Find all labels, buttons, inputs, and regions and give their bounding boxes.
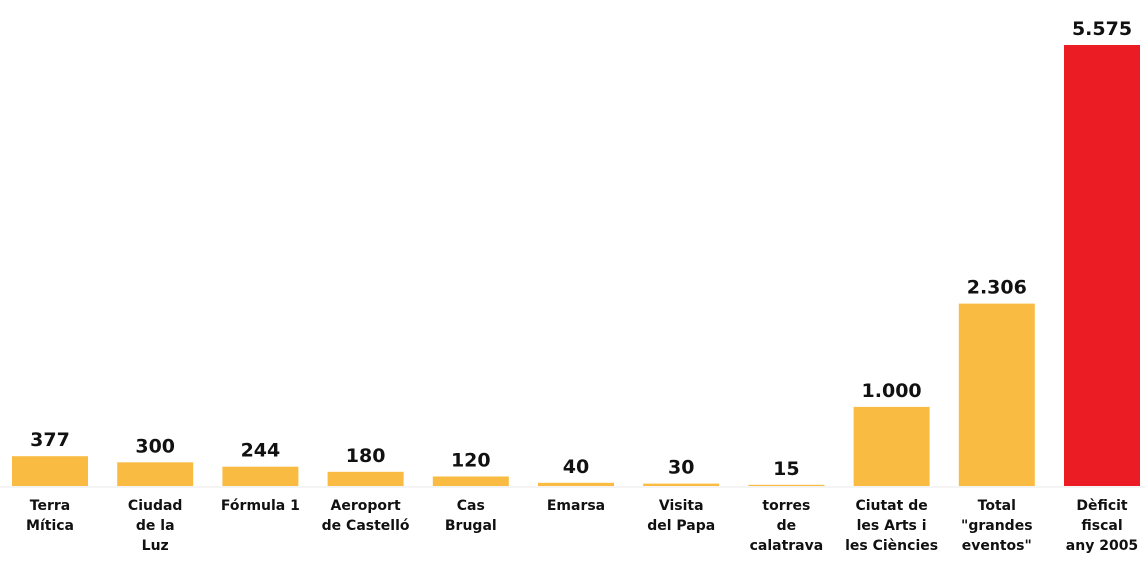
- bar-1: [117, 462, 194, 486]
- bars-group: [12, 45, 1140, 486]
- category-label-1-line-0: Ciudad: [128, 498, 183, 514]
- category-label-0-line-1: Mítica: [26, 518, 74, 534]
- category-label-9-line-1: "grandes: [961, 518, 1032, 534]
- category-label-6: Visita del Papa: [647, 498, 715, 534]
- category-label-3-line-1: de Castelló: [322, 518, 410, 534]
- value-label-3: 180: [346, 445, 386, 467]
- category-label-10-line-2: any 2005: [1066, 538, 1138, 554]
- bar-7: [748, 484, 825, 486]
- category-label-2-line-0: Fórmula 1: [221, 498, 300, 514]
- category-label-0-line-0: Terra: [30, 498, 70, 514]
- value-label-7: 15: [773, 458, 799, 480]
- value-label-0: 377: [30, 429, 70, 451]
- category-label-9-line-0: Total: [978, 498, 1016, 514]
- category-label-7: torres de calatrava: [750, 498, 824, 554]
- value-label-2: 244: [241, 440, 281, 462]
- category-label-2: Fórmula 1: [221, 498, 300, 514]
- category-label-8: Ciutat de les Arts i les Ciències: [845, 498, 938, 554]
- value-label-6: 30: [668, 457, 694, 479]
- category-label-3: Aeroport de Castelló: [322, 498, 410, 534]
- value-label-5: 40: [563, 456, 589, 478]
- category-label-7-line-2: calatrava: [750, 538, 824, 554]
- category-labels-group: Terra Mítica Ciudad de la Luz Fórmula 1 Aeropo…: [26, 498, 1138, 554]
- bar-3: [327, 471, 404, 486]
- bar-8: [853, 406, 930, 486]
- category-label-3-line-0: Aeroport: [331, 498, 401, 514]
- category-label-10-line-0: Dèficit: [1076, 498, 1128, 514]
- category-label-8-line-2: les Ciències: [845, 538, 938, 554]
- category-label-10-line-1: fiscal: [1081, 518, 1122, 534]
- bar-10: [1064, 45, 1140, 486]
- bar-6: [643, 483, 720, 486]
- bar-9: [958, 303, 1035, 486]
- category-label-10: Dèficit fiscal any 2005: [1066, 498, 1138, 554]
- value-label-8: 1.000: [862, 380, 922, 402]
- category-label-1: Ciudad de la Luz: [128, 498, 183, 554]
- bar-4: [432, 476, 509, 486]
- value-label-10: 5.575: [1072, 18, 1132, 40]
- category-label-0: Terra Mítica: [26, 498, 74, 534]
- category-label-7-line-0: torres: [762, 498, 810, 514]
- category-label-8-line-1: les Arts i: [857, 518, 927, 534]
- bar-2: [222, 466, 299, 486]
- category-label-9: Total "grandes eventos": [961, 498, 1032, 554]
- value-label-4: 120: [451, 450, 491, 472]
- bar-5: [538, 482, 614, 486]
- category-label-6-line-1: del Papa: [647, 518, 715, 534]
- category-label-5-line-0: Emarsa: [547, 498, 605, 514]
- category-label-4: Cas Brugal: [445, 498, 497, 534]
- category-label-7-line-1: de: [777, 518, 797, 534]
- category-label-8-line-0: Ciutat de: [855, 498, 927, 514]
- value-label-9: 2.306: [967, 277, 1027, 299]
- bar-0: [12, 456, 88, 486]
- category-label-6-line-0: Visita: [659, 498, 704, 514]
- category-label-9-line-2: eventos": [962, 538, 1032, 554]
- category-label-4-line-1: Brugal: [445, 518, 497, 534]
- category-label-4-line-0: Cas: [457, 498, 485, 514]
- value-label-1: 300: [135, 435, 175, 457]
- category-label-1-line-1: de la: [136, 518, 175, 534]
- category-label-5: Emarsa: [547, 498, 605, 514]
- category-label-1-line-2: Luz: [142, 538, 169, 554]
- value-labels-group: 377 300 244 180 120 40 30 15 1.000 2.306 5.575: [30, 18, 1132, 480]
